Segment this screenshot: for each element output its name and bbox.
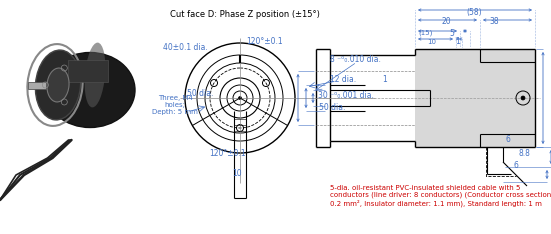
Text: 120°±0.1: 120°±0.1 (247, 37, 283, 47)
Bar (415, 49, 535, 147)
Text: 30 ⁻⁰₀.001 dia.: 30 ⁻⁰₀.001 dia. (318, 91, 374, 100)
Text: 8 ⁻⁰₀.010 dia.: 8 ⁻⁰₀.010 dia. (329, 55, 380, 65)
Circle shape (239, 96, 241, 99)
Ellipse shape (45, 52, 135, 128)
Text: 10: 10 (428, 39, 436, 45)
Text: 1: 1 (456, 37, 461, 47)
Text: 10: 10 (232, 168, 242, 178)
Text: 5-dia. oil-resistant PVC-insulated shielded cable with 5
conductors (line driver: 5-dia. oil-resistant PVC-insulated shiel… (330, 185, 551, 207)
Text: 50 dia.: 50 dia. (319, 102, 345, 111)
Text: Cut face D: Phase Z position (±15°): Cut face D: Phase Z position (±15°) (170, 10, 320, 19)
Ellipse shape (35, 50, 80, 120)
Ellipse shape (85, 43, 105, 107)
Text: 5: 5 (450, 29, 455, 37)
Text: 40±0.1 dia.: 40±0.1 dia. (163, 44, 207, 52)
Text: (15): (15) (419, 30, 433, 36)
Bar (68, 60, 108, 82)
Text: 12 dia.: 12 dia. (330, 76, 356, 84)
Text: 1: 1 (382, 76, 387, 84)
Text: 120°±0.1: 120°±0.1 (210, 150, 246, 158)
Text: 6: 6 (514, 161, 518, 169)
Ellipse shape (47, 68, 69, 102)
Text: 20: 20 (441, 18, 451, 26)
Circle shape (521, 96, 525, 100)
Text: (58): (58) (466, 7, 482, 17)
Bar (28, 82, 46, 89)
Text: 38: 38 (489, 18, 499, 26)
Text: Three, M4
holes;
Depth: 5 mm: Three, M4 holes; Depth: 5 mm (152, 95, 198, 115)
Text: 6: 6 (506, 135, 510, 145)
Text: 50 dia.: 50 dia. (187, 88, 213, 98)
Text: 8.8: 8.8 (518, 149, 530, 157)
